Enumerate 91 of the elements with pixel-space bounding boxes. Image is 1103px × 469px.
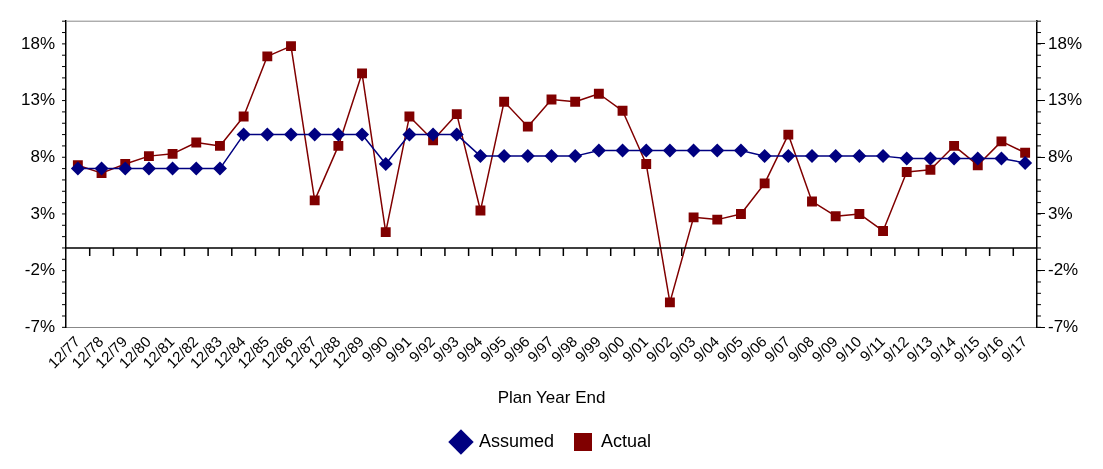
point xyxy=(118,161,133,176)
point xyxy=(664,297,675,308)
point xyxy=(236,127,251,142)
point xyxy=(641,159,652,170)
point xyxy=(473,149,488,164)
point xyxy=(284,127,298,142)
y2-tick-label: 8% xyxy=(30,146,56,166)
point xyxy=(378,157,393,172)
point xyxy=(544,149,559,164)
point xyxy=(781,149,796,164)
point xyxy=(947,151,962,166)
point xyxy=(710,143,725,158)
point xyxy=(807,196,817,207)
point xyxy=(499,96,510,107)
point xyxy=(331,127,346,142)
point xyxy=(757,149,772,164)
point xyxy=(828,149,843,164)
point xyxy=(238,111,249,122)
point xyxy=(639,143,654,158)
point xyxy=(426,127,441,142)
legend-label: Assumed xyxy=(478,430,555,451)
point xyxy=(996,136,1007,147)
point xyxy=(189,161,204,176)
point xyxy=(497,149,512,164)
point xyxy=(712,214,723,225)
x-axis-title: Plan Year End xyxy=(497,388,606,408)
point xyxy=(1018,155,1033,170)
point xyxy=(805,149,819,164)
point xyxy=(733,143,748,158)
point xyxy=(260,127,275,142)
y-tick-label: 3% xyxy=(1047,203,1073,223)
point xyxy=(167,148,178,159)
point xyxy=(876,149,891,164)
point xyxy=(688,212,699,223)
point xyxy=(615,143,630,158)
y2-tick-label: 13% xyxy=(20,90,56,110)
y-tick-label: -7% xyxy=(1047,317,1079,337)
point xyxy=(568,149,583,164)
y2-tick-label: 3% xyxy=(30,203,56,223)
point xyxy=(546,94,557,105)
point xyxy=(686,143,701,158)
y2-tick-label: -2% xyxy=(24,260,56,280)
point xyxy=(380,227,391,238)
point xyxy=(286,41,296,52)
point xyxy=(1020,147,1031,158)
y2-tick-label: 18% xyxy=(20,33,56,53)
point xyxy=(759,178,770,189)
point xyxy=(355,127,370,142)
y-tick-label: 8% xyxy=(1047,146,1073,166)
y-tick-label: 13% xyxy=(1047,90,1083,110)
point xyxy=(141,161,156,176)
point xyxy=(357,68,367,79)
point xyxy=(449,127,464,142)
point xyxy=(901,167,912,177)
point xyxy=(402,127,417,142)
y-tick-label: 18% xyxy=(1047,33,1083,53)
point xyxy=(165,161,180,176)
point xyxy=(94,161,109,176)
y2-tick-label: -7% xyxy=(24,317,56,337)
point xyxy=(593,88,604,99)
point xyxy=(852,149,867,164)
legend-label: Actual xyxy=(601,430,652,451)
point xyxy=(899,151,914,166)
point xyxy=(570,96,581,107)
point xyxy=(736,209,746,219)
point xyxy=(309,195,320,206)
point xyxy=(451,109,462,120)
point xyxy=(333,140,344,151)
point xyxy=(923,151,938,166)
point xyxy=(591,143,606,158)
point xyxy=(522,121,533,132)
point xyxy=(662,143,677,158)
point xyxy=(191,137,202,148)
point xyxy=(143,151,154,162)
point xyxy=(70,161,85,176)
point xyxy=(878,226,888,236)
point xyxy=(212,161,227,176)
point xyxy=(262,51,273,62)
point xyxy=(307,127,322,142)
point xyxy=(949,140,960,151)
point xyxy=(617,105,628,116)
point xyxy=(215,140,225,151)
point xyxy=(925,164,936,175)
point xyxy=(994,151,1009,166)
point xyxy=(783,129,794,140)
y-tick-label: -2% xyxy=(1047,260,1079,280)
point xyxy=(404,111,415,122)
point xyxy=(854,209,865,219)
point xyxy=(970,151,985,166)
point xyxy=(830,211,841,222)
point xyxy=(520,149,535,164)
